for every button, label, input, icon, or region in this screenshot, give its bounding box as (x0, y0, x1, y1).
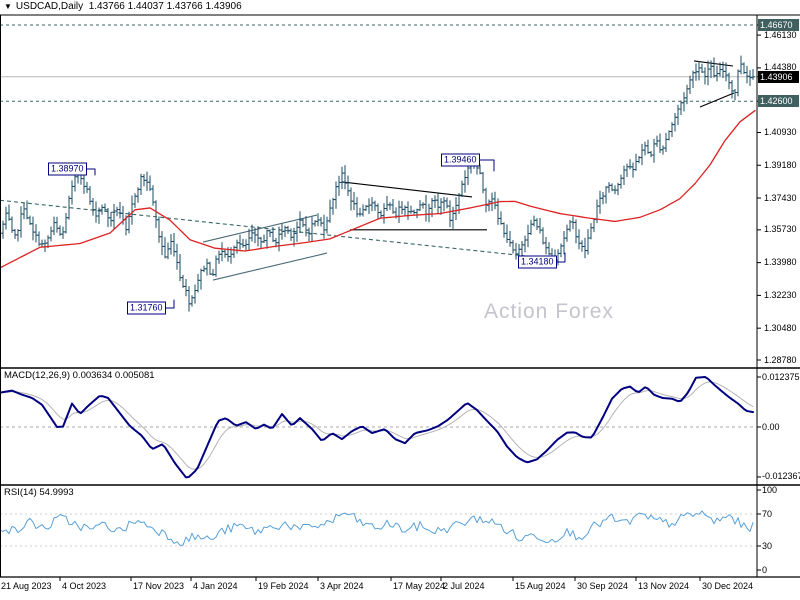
watermark: Action Forex (484, 300, 614, 323)
time-scale[interactable] (0, 577, 757, 600)
macd-panel[interactable] (0, 368, 757, 485)
macd-series (1, 375, 756, 479)
macd-label: MACD(12,26,9) 0.003634 0.005081 (4, 370, 155, 381)
rsi-panel[interactable] (0, 485, 757, 577)
main-series (1, 24, 756, 312)
rsi-series (1, 510, 756, 547)
rsi-value: 54.9993 (39, 487, 74, 498)
symbol-label: USDCAD,Daily (15, 1, 84, 12)
ohlc-quote: 1.43766 1.44037 1.43766 1.43906 (88, 1, 242, 12)
macd-values: 0.003634 0.005081 (72, 370, 155, 381)
price-scale[interactable] (757, 15, 800, 577)
symbol-dropdown-icon[interactable]: ▼ (4, 2, 12, 11)
chart-title: ▼ USDCAD,Daily 1.43766 1.44037 1.43766 1.… (4, 1, 242, 12)
rsi-label: RSI(14) 54.9993 (4, 487, 74, 498)
main-chart-panel[interactable] (0, 15, 757, 368)
